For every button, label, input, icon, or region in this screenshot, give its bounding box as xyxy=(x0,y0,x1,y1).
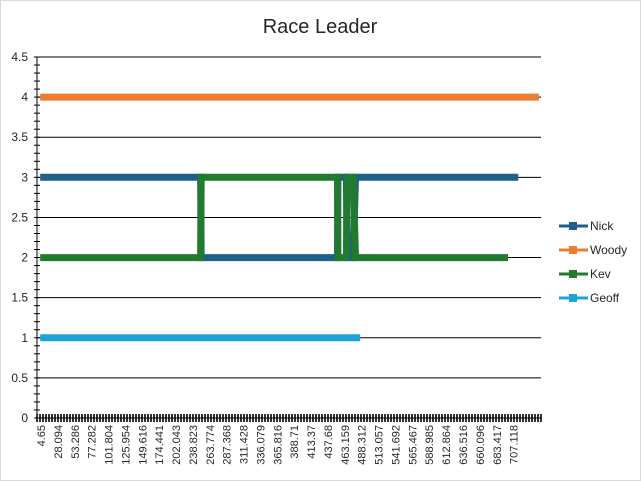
x-tick-label: 683.417 xyxy=(492,425,504,465)
y-tick-label: 1.5 xyxy=(11,291,28,305)
x-tick-label: 53.286 xyxy=(70,425,82,459)
x-tick-label: 365.816 xyxy=(272,425,284,465)
x-tick-label: 77.282 xyxy=(87,425,99,459)
y-tick-label: 3 xyxy=(21,170,28,184)
x-tick-label: 202.043 xyxy=(171,425,183,465)
x-tick-label: 311.428 xyxy=(239,425,251,464)
x-tick-label: 707.118 xyxy=(509,425,521,464)
x-tick-label: 174.441 xyxy=(154,425,166,465)
legend-label: Kev xyxy=(590,267,611,281)
x-tick-label: 588.985 xyxy=(424,425,436,465)
x-tick-label: 413.37 xyxy=(306,425,318,459)
x-tick-label: 636.516 xyxy=(458,425,470,465)
x-tick-label: 660.096 xyxy=(475,425,487,465)
x-tick-label: 336.079 xyxy=(255,425,267,465)
legend-swatch-marker xyxy=(569,294,577,302)
legend-swatch-marker xyxy=(569,222,577,230)
x-tick-label: 149.616 xyxy=(137,425,149,465)
x-tick-label: 101.804 xyxy=(104,425,116,465)
x-tick-label: 612.864 xyxy=(441,425,453,465)
series-line-kev xyxy=(40,173,508,262)
x-tick-label: 4.65 xyxy=(36,425,48,446)
y-tick-label: 2.5 xyxy=(11,210,28,224)
x-tick-label: 565.467 xyxy=(407,425,419,465)
x-tick-label: 28.094 xyxy=(53,425,65,459)
x-tick-label: 287.368 xyxy=(222,425,234,465)
y-tick-label: 3.5 xyxy=(11,130,28,144)
x-tick-label: 463.159 xyxy=(340,425,352,465)
y-tick-label: 2 xyxy=(21,251,28,265)
y-tick-label: 0 xyxy=(21,411,28,425)
chart-title: Race Leader xyxy=(263,16,378,38)
y-axis: 0 0.5 1 1.5 2 2.5 3 3.5 4 4.5 xyxy=(11,50,40,425)
x-tick-label: 437.68 xyxy=(323,425,335,459)
x-tick-label: 125.954 xyxy=(120,425,132,465)
x-tick-label: 238.823 xyxy=(188,425,200,465)
gridlines xyxy=(37,56,541,419)
legend-swatch-marker xyxy=(569,270,577,278)
y-tick-label: 4 xyxy=(21,90,28,104)
legend-label: Nick xyxy=(590,219,614,233)
legend-label: Geoff xyxy=(590,291,620,305)
legend-label: Woody xyxy=(590,243,627,257)
legend-swatch-marker xyxy=(569,246,577,254)
x-axis: 4.65 28.094 53.286 77.282 101.804 125.954 149.… xyxy=(36,414,542,465)
legend: Nick Woody Kev Geoff xyxy=(559,219,627,305)
series-lines xyxy=(40,93,539,342)
y-tick-label: 1 xyxy=(21,331,28,345)
x-tick-label: 541.692 xyxy=(390,425,402,465)
x-tick-label: 263.774 xyxy=(205,425,217,465)
y-tick-label: 0.5 xyxy=(11,371,28,385)
x-tick-label: 488.312 xyxy=(357,425,369,465)
y-tick-label: 4.5 xyxy=(11,50,28,64)
x-tick-label: 513.057 xyxy=(374,425,386,465)
x-tick-label: 388.71 xyxy=(289,425,301,459)
